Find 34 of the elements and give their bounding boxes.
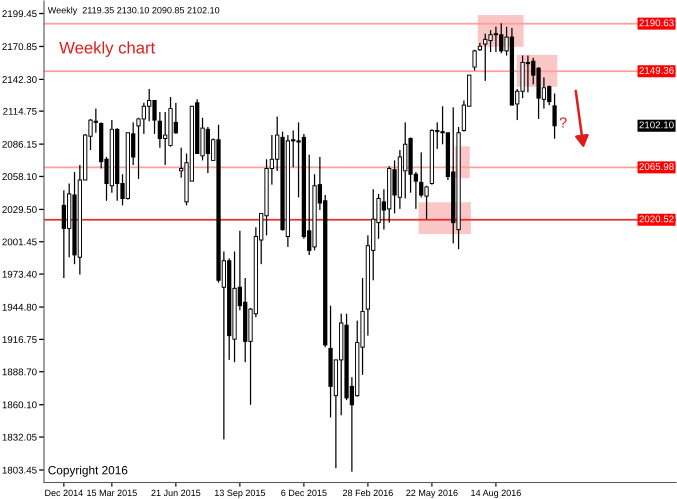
- candlestick: [472, 49, 477, 72]
- ref-line-label: 2149.36: [639, 66, 674, 74]
- x-tick-label: 6 Dec 2015: [281, 490, 327, 496]
- x-tick-label: 15 Mar 2015: [87, 490, 137, 496]
- y-tick-label: 2170.85: [2, 43, 37, 50]
- annotation: Copyright 2016: [48, 466, 128, 477]
- y-tick-label: 2114.75: [3, 108, 37, 115]
- y-tick-label: 2199.45: [2, 10, 37, 18]
- y-tick-label: 1944.80: [2, 304, 37, 311]
- y-tick-label: 1888.70: [2, 368, 37, 376]
- annotation: Weekly chart: [59, 41, 156, 57]
- y-tick-label: 1803.45: [2, 466, 37, 474]
- y-tick-label: 1973.40: [2, 270, 37, 278]
- text: ?: [560, 117, 567, 128]
- x-tick-label: 14 Aug 2016: [471, 490, 521, 498]
- x-tick-label: 21 Jun 2015: [151, 490, 200, 496]
- text: Weekly 2119.35 2130.10 2090.85 2102.10: [48, 6, 220, 16]
- x-tick-label: 22 May 2016: [406, 490, 458, 498]
- y-tick-label: 2001.45: [2, 238, 37, 246]
- x-tick-label: 28 Feb 2016: [342, 489, 393, 496]
- y-tick-label: 2058.10: [2, 173, 37, 180]
- text: 2102.10: [639, 121, 674, 128]
- y-tick-label: 1832.05: [2, 434, 37, 441]
- x-tick-label: Dec 2014: [45, 490, 83, 496]
- y-tick-label: 2086.15: [2, 140, 37, 148]
- x-tick-label: 13 Sep 2015: [214, 490, 266, 498]
- candlestick: [552, 92, 557, 140]
- y-tick-label: 1916.75: [2, 336, 37, 344]
- ref-line-label: 2065.98: [639, 163, 674, 170]
- y-tick-label: 2142.30: [2, 76, 37, 84]
- ref-line-label: 2020.52: [639, 215, 674, 222]
- ref-line-label: 2190.63: [639, 19, 674, 26]
- y-tick-label: 2029.50: [2, 206, 37, 214]
- y-tick-label: 1860.10: [2, 401, 37, 408]
